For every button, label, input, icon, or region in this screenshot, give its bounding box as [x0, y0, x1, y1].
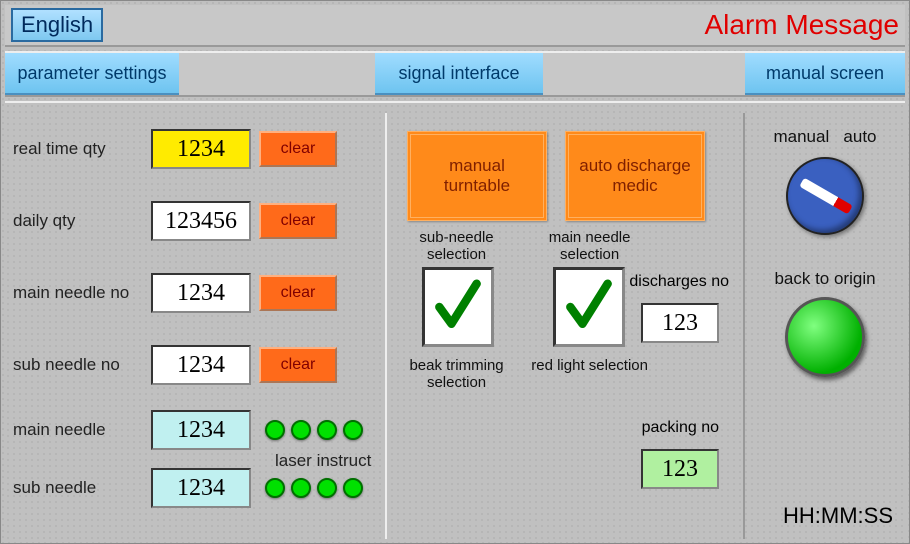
main-needle-selection-toggle[interactable] — [553, 267, 625, 347]
label-packing-no: packing no — [642, 419, 719, 437]
indicator-dot — [317, 478, 337, 498]
label-discharges-no: discharges no — [629, 273, 729, 291]
label-sub-needle: sub needle — [13, 478, 143, 498]
label-main-needle-no: main needle no — [13, 283, 143, 303]
sub-needle-selection-toggle[interactable] — [422, 267, 494, 347]
label-back-to-origin: back to origin — [745, 269, 905, 289]
alarm-message-label: Alarm Message — [704, 9, 899, 41]
label-sub-needle-no: sub needle no — [13, 355, 143, 375]
indicator-dot — [343, 420, 363, 440]
value-sub-needle[interactable]: 1234 — [151, 468, 251, 508]
checkmark-icon — [434, 279, 482, 335]
indicator-dot — [265, 420, 285, 440]
row-real-time-qty: real time qty 1234 clear — [5, 113, 385, 185]
row-sub-needle-no: sub needle no 1234 clear — [5, 329, 385, 401]
clear-sub-needle-no-button[interactable]: clear — [259, 347, 337, 383]
indicator-dot — [265, 478, 285, 498]
sub-needle-indicators — [265, 478, 363, 498]
indicator-dot — [343, 478, 363, 498]
manual-auto-dial[interactable] — [786, 157, 864, 235]
row-daily-qty: daily qty 123456 clear — [5, 185, 385, 257]
manual-turntable-button[interactable]: manual turntable — [407, 131, 547, 221]
value-real-time-qty[interactable]: 1234 — [151, 129, 251, 169]
value-discharges-no[interactable]: 123 — [641, 303, 719, 343]
tab-parameter-settings[interactable]: parameter settings — [5, 53, 179, 95]
indicator-dot — [291, 420, 311, 440]
checkmark-icon — [565, 279, 613, 335]
label-main-needle-selection: main needle selection — [528, 229, 651, 263]
language-button[interactable]: English — [11, 8, 103, 42]
value-main-needle[interactable]: 1234 — [151, 410, 251, 450]
label-daily-qty: daily qty — [13, 211, 143, 231]
clock-display: HH:MM:SS — [783, 503, 893, 529]
tab-signal-interface[interactable]: signal interface — [375, 53, 543, 95]
tab-bar: parameter settings signal interface manu… — [5, 51, 905, 97]
main-needle-indicators — [265, 420, 363, 440]
row-main-needle-no: main needle no 1234 clear — [5, 257, 385, 329]
top-bar: English Alarm Message — [5, 5, 905, 47]
label-beak-trimming-selection: beak trimming selection — [395, 357, 518, 391]
label-main-needle: main needle — [13, 420, 143, 440]
value-packing-no[interactable]: 123 — [641, 449, 719, 489]
label-real-time-qty: real time qty — [13, 139, 143, 159]
auto-discharge-medic-button[interactable]: auto discharge medic — [565, 131, 705, 221]
label-manual-auto: manual auto — [745, 113, 905, 147]
tab-manual-screen[interactable]: manual screen — [745, 53, 905, 95]
clear-real-time-qty-button[interactable]: clear — [259, 131, 337, 167]
label-sub-needle-selection: sub-needle selection — [395, 229, 518, 263]
value-sub-needle-no[interactable]: 1234 — [151, 345, 251, 385]
dial-needle-icon — [799, 178, 852, 215]
clear-main-needle-no-button[interactable]: clear — [259, 275, 337, 311]
indicator-dot — [317, 420, 337, 440]
label-laser-instruct: laser instruct — [275, 451, 371, 471]
clear-daily-qty-button[interactable]: clear — [259, 203, 337, 239]
middle-column: manual turntable auto discharge medic su… — [385, 113, 745, 539]
label-red-light-selection: red light selection — [528, 357, 651, 391]
body-area: real time qty 1234 clear daily qty 12345… — [5, 101, 905, 539]
indicator-dot — [291, 478, 311, 498]
back-to-origin-button[interactable] — [785, 297, 865, 377]
right-column: manual auto back to origin HH:MM:SS — [745, 113, 905, 539]
value-daily-qty[interactable]: 123456 — [151, 201, 251, 241]
left-column: real time qty 1234 clear daily qty 12345… — [5, 113, 385, 539]
value-main-needle-no[interactable]: 1234 — [151, 273, 251, 313]
